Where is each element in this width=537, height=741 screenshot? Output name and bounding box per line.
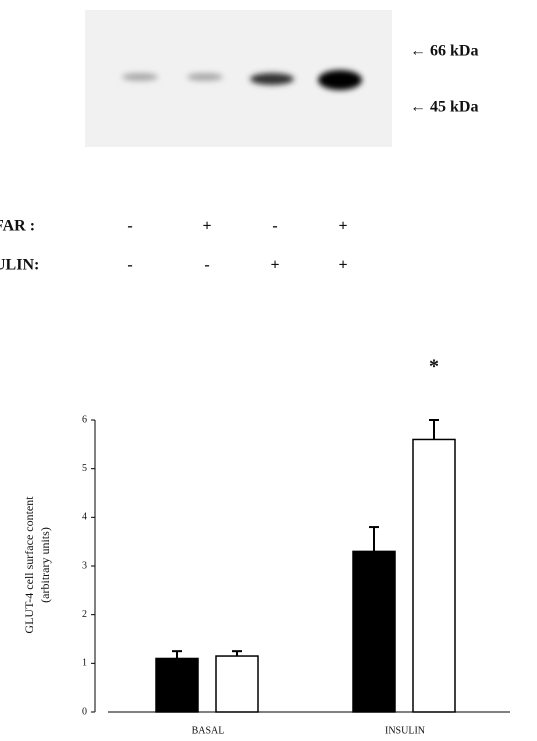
- y-tick-label: 3: [82, 560, 87, 571]
- condition-sign: -: [127, 218, 132, 235]
- condition-sign: -: [204, 257, 209, 274]
- condition-sign: -: [127, 257, 132, 274]
- bar: [216, 656, 258, 712]
- marker-label: ← 45 kDa: [410, 99, 478, 116]
- marker-label: ← 66 kDa: [410, 43, 478, 60]
- bar: [353, 551, 395, 712]
- significance-mark: *: [429, 356, 439, 378]
- condition-sign: +: [202, 218, 211, 235]
- x-tick-label: BASAL: [192, 725, 225, 736]
- condition-sign: +: [338, 257, 347, 274]
- bar: [156, 658, 198, 712]
- y-tick-label: 0: [82, 706, 87, 717]
- condition-sign: -: [272, 218, 277, 235]
- row-label: ULIN:: [0, 257, 39, 274]
- y-axis-label: GLUT-4 cell surface content: [22, 496, 36, 634]
- x-tick-label: INSULIN: [385, 725, 425, 736]
- y-tick-label: 1: [82, 658, 87, 669]
- y-tick-label: 6: [82, 414, 87, 425]
- condition-sign: +: [270, 257, 279, 274]
- y-tick-label: 2: [82, 609, 87, 620]
- y-tick-label: 5: [82, 463, 87, 474]
- bar: [413, 439, 455, 712]
- y-tick-label: 4: [82, 512, 87, 523]
- condition-sign: +: [338, 218, 347, 235]
- figure: ← 66 kDa ← 45 kDa FAR : - + - + ULIN: - - + +0 1 2 3…: [0, 0, 537, 741]
- row-label: FAR :: [0, 218, 35, 235]
- y-axis-label: (arbitrary units): [38, 527, 52, 603]
